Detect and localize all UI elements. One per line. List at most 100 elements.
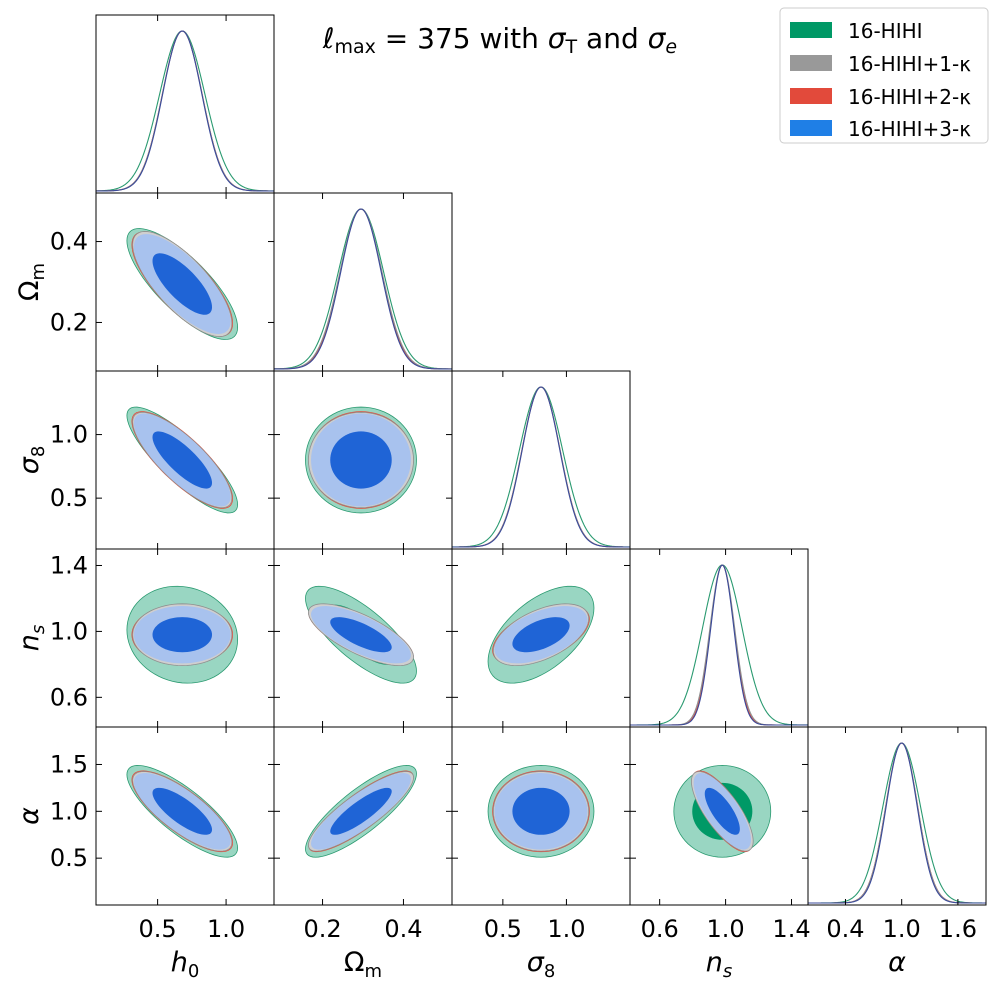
- title-ell: ℓ: [322, 22, 335, 55]
- xlabel-h0: h0: [171, 947, 200, 982]
- ytick-label-ns: 1.0: [50, 617, 88, 645]
- panel-h0-h0: [95, 14, 275, 194]
- xtick-label-Om: 0.4: [384, 915, 422, 943]
- marginal-ns-blue: [630, 564, 808, 726]
- panel-ns-h0: [95, 548, 275, 728]
- marginal-Om-blue: [274, 208, 452, 370]
- panel-alpha-s8: [451, 726, 631, 906]
- panel-frame: [807, 726, 987, 906]
- ytick-label-ns: 1.4: [50, 551, 88, 579]
- panel-alpha-Om: [273, 726, 453, 906]
- legend-swatch-16-hihi-1k: [790, 55, 832, 71]
- title-eq: = 375 with: [376, 22, 548, 55]
- legend-label-16-hihi: 16-HIHI: [848, 19, 923, 43]
- legend-label-16-hihi-2k: 16-HIHI+2-κ: [848, 85, 971, 109]
- panel-ns-ns: [629, 548, 809, 728]
- panel-content: [274, 208, 452, 370]
- panel-s8-s8: [451, 370, 631, 550]
- marginal-Om-grey: [274, 208, 452, 370]
- panel-alpha-ns: [629, 726, 809, 906]
- xtick-label-alpha: 1.0: [883, 915, 921, 943]
- panel-content: [305, 406, 417, 514]
- contour-inner-blue: [704, 787, 740, 835]
- contour-inner-blue: [152, 617, 213, 653]
- title-e: e: [665, 36, 677, 58]
- panel-frame: [451, 370, 631, 550]
- panel-ns-Om: [273, 548, 453, 728]
- marginal-Om-red: [274, 208, 452, 370]
- title-sigma-t: σ: [548, 22, 567, 55]
- panel-content: [305, 585, 417, 684]
- title-sigma-e: σ: [648, 22, 667, 55]
- contour-inner-blue: [330, 787, 392, 835]
- ylabel-Om: Ωm: [14, 263, 49, 301]
- legend-label-16-hihi-3k: 16-HIHI+3-κ: [848, 117, 971, 141]
- xtick-label-ns: 1.0: [707, 915, 745, 943]
- marginal-Om-green: [274, 208, 452, 370]
- contour-inner-blue: [512, 617, 570, 653]
- xlabel-ns: ns: [706, 947, 733, 982]
- contour-inner-blue: [152, 431, 213, 489]
- marginal-h0-blue: [96, 30, 274, 192]
- ylabel-s8: σ8: [14, 446, 49, 475]
- xtick-label-ns: 1.4: [772, 915, 810, 943]
- xtick-label-s8: 0.5: [484, 915, 522, 943]
- panel-frame: [629, 548, 809, 728]
- panel-content: [630, 564, 808, 726]
- ylabel-ns: ns: [14, 625, 49, 652]
- marginal-s8-green: [452, 386, 630, 548]
- legend-swatch-16-hihi-3k: [790, 120, 832, 136]
- legend-swatch-16-hihi-2k: [790, 88, 832, 104]
- panel-frame: [273, 192, 453, 372]
- contour-inner-blue: [330, 617, 392, 653]
- panels: 0.20.4Ωm0.51.0σ80.61.01.4ns0.51.01.5α0.5…: [14, 14, 987, 982]
- panel-content: [305, 765, 417, 858]
- xtick-label-Om: 0.2: [303, 915, 341, 943]
- panel-content: [126, 228, 239, 340]
- xtick-label-h0: 1.0: [207, 915, 245, 943]
- panel-s8-Om: [273, 370, 453, 550]
- marginal-ns-red: [630, 564, 808, 726]
- panel-content: [487, 585, 595, 684]
- panel-content: [96, 30, 274, 192]
- marginal-h0-green: [96, 30, 274, 192]
- panel-frame: [95, 14, 275, 194]
- contour-inner-blue: [152, 787, 213, 835]
- xtick-label-s8: 1.0: [547, 915, 585, 943]
- ytick-label-s8: 0.5: [50, 484, 88, 512]
- panel-Om-Om: [273, 192, 453, 372]
- xtick-label-h0: 0.5: [139, 915, 177, 943]
- panel-Om-h0: [95, 192, 275, 372]
- legend-frame: [779, 7, 989, 144]
- xlabel-alpha: α: [888, 947, 906, 978]
- marginal-h0-grey: [96, 30, 274, 192]
- ytick-label-Om: 0.2: [50, 308, 88, 336]
- ytick-label-alpha: 0.5: [50, 844, 88, 872]
- marginal-alpha-green: [808, 742, 986, 904]
- title-and: and: [577, 22, 647, 55]
- panel-ns-s8: [451, 548, 631, 728]
- ytick-label-alpha: 1.5: [50, 750, 88, 778]
- ytick-label-alpha: 1.0: [50, 797, 88, 825]
- marginal-s8-red: [452, 386, 630, 548]
- xtick-label-alpha: 0.4: [826, 915, 864, 943]
- panel-content: [126, 585, 239, 684]
- contour-inner-blue: [330, 431, 392, 489]
- xlabel-s8: σ8: [527, 947, 556, 982]
- marginal-alpha-red: [808, 742, 986, 904]
- contour-inner-blue: [152, 253, 213, 315]
- xtick-label-ns: 0.6: [641, 915, 679, 943]
- marginal-s8-grey: [452, 386, 630, 548]
- panel-content: [487, 765, 595, 858]
- chart-title: ℓmax = 375 with σT and σe: [322, 22, 677, 58]
- panel-alpha-h0: [95, 726, 275, 906]
- ytick-label-Om: 0.4: [50, 228, 88, 256]
- xlabel-Om: Ωm: [344, 947, 382, 982]
- marginal-alpha-grey: [808, 742, 986, 904]
- marginal-h0-red: [96, 30, 274, 192]
- legend-label-16-hihi-1k: 16-HIHI+1-κ: [848, 52, 971, 76]
- title-max: max: [334, 36, 375, 58]
- panel-content: [673, 765, 772, 858]
- xtick-label-alpha: 1.6: [939, 915, 977, 943]
- legend-swatch-16-hihi: [790, 22, 832, 38]
